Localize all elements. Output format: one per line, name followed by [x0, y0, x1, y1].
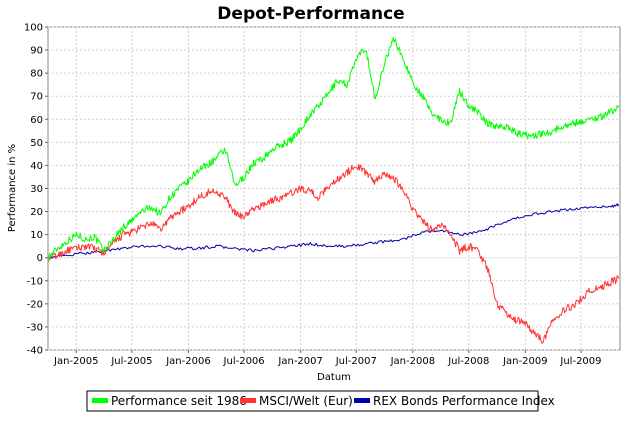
- x-tick-label: Jan-2006: [165, 356, 210, 367]
- series-line-2: [47, 203, 620, 260]
- y-tick-label: 100: [24, 23, 43, 34]
- y-tick-label: -10: [27, 276, 43, 287]
- x-tick-label: Jul-2009: [559, 356, 601, 367]
- x-tick-label: Jul-2007: [335, 356, 377, 367]
- x-tick-label: Jan-2007: [277, 356, 322, 367]
- legend-swatch: [240, 398, 256, 403]
- x-axis-label: Datum: [317, 372, 351, 383]
- x-tick-label: Jan-2005: [53, 356, 98, 367]
- x-tick-label: Jul-2008: [447, 356, 489, 367]
- y-tick-label: 20: [30, 207, 43, 218]
- legend-box: [86, 390, 539, 412]
- y-tick-label: -20: [27, 299, 43, 310]
- legend-label: MSCI/Welt (Eur): [259, 394, 353, 408]
- series-lines: [47, 37, 620, 344]
- legend-swatch: [354, 398, 370, 403]
- legend: Performance seit 1986 MSCI/Welt (Eur) REX …: [86, 390, 555, 412]
- y-tick-label: 30: [30, 184, 43, 195]
- x-tick-label: Jan-2009: [502, 356, 547, 367]
- y-tick-label: 40: [30, 161, 43, 172]
- grid-lines: [48, 26, 620, 351]
- legend-swatch: [92, 398, 108, 403]
- y-tick-label: 10: [30, 230, 43, 241]
- series-line-0: [47, 37, 620, 262]
- y-tick-label: 0: [37, 253, 43, 264]
- y-tick-label: 80: [30, 69, 43, 80]
- y-tick-label: -30: [27, 322, 43, 333]
- legend-label: Performance seit 1986: [111, 394, 247, 408]
- y-tick-label: -40: [27, 346, 43, 357]
- y-tick-label: 60: [30, 115, 43, 126]
- x-tick-label: Jan-2008: [390, 356, 435, 367]
- series-line-1: [47, 164, 620, 344]
- y-tick-label: 50: [30, 138, 43, 149]
- x-tick-label: Jul-2006: [223, 356, 265, 367]
- x-tick-label: Jul-2005: [110, 356, 152, 367]
- y-axis-label: Performance in %: [7, 144, 18, 232]
- y-axis-ticks: -40 -30 -20 -10 0 10 20 30 40 50 60 70 80 90 100: [24, 23, 48, 357]
- x-axis-ticks: Jan-2005 Jul-2005 Jan-2006 Jul-2006 Jan-2007…: [53, 350, 602, 367]
- y-tick-label: 90: [30, 46, 43, 57]
- chart-title: Depot-Performance: [217, 4, 404, 24]
- y-tick-label: 70: [30, 92, 43, 103]
- legend-label: REX Bonds Performance Index: [373, 394, 555, 408]
